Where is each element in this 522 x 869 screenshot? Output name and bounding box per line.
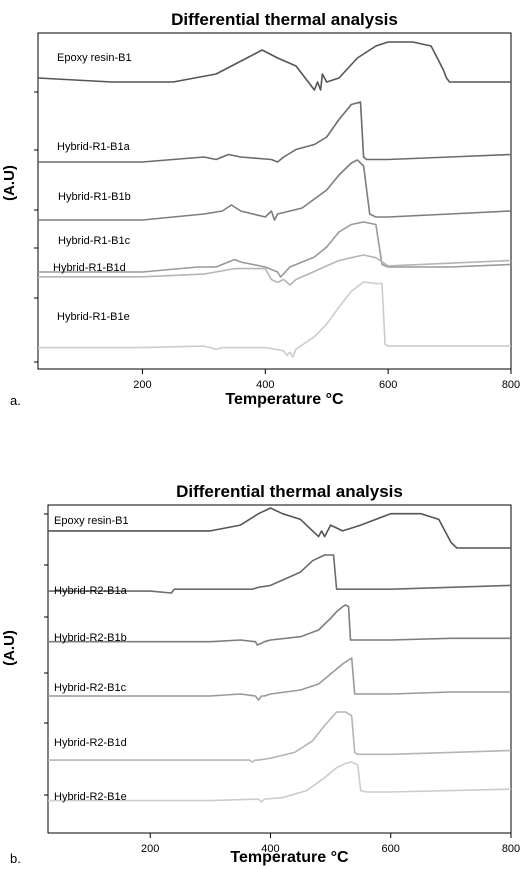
chart1-series-label-2: Hybrid-R2-B1b xyxy=(54,632,127,644)
chart0-series-label-1: Hybrid-R1-B1a xyxy=(57,141,131,153)
chart1-series-line-1 xyxy=(48,554,512,594)
chart0-x-tick-label-2: 600 xyxy=(379,379,397,391)
chart0-x-tick-label-3: 800 xyxy=(502,379,520,391)
chart0-x-tick-label-1: 400 xyxy=(256,379,274,391)
chart1-series-line-0 xyxy=(48,507,511,549)
chart0-series-line-0 xyxy=(37,41,511,91)
chart0-series-label-3: Hybrid-R1-B1c xyxy=(58,235,131,247)
chart0-series-line-2 xyxy=(38,159,512,221)
chart1-series-line-4 xyxy=(48,711,512,763)
chart1-x-tick-label-0: 200 xyxy=(141,843,159,855)
chart0-series-line-4 xyxy=(38,254,512,286)
chart0-plot-frame xyxy=(37,32,512,370)
chart0-series-line-3 xyxy=(38,221,512,278)
chart1-x-tick-label-1: 400 xyxy=(261,843,279,855)
chart0-y-axis-label: (A.U) xyxy=(1,165,18,201)
chart1-series-label-3: Hybrid-R2-B1c xyxy=(54,682,127,694)
chart1-series-label-4: Hybrid-R2-B1d xyxy=(54,737,127,749)
chart1-series-line-2 xyxy=(48,604,511,646)
chart1-y-axis-label: (A.U) xyxy=(1,630,18,666)
chart1-plot-frame xyxy=(47,504,512,834)
chart1-series-label-1: Hybrid-R2-B1a xyxy=(54,585,128,597)
chart1-series-line-5 xyxy=(48,761,512,803)
chart1-title: Differential thermal analysis xyxy=(176,482,403,501)
chart0-series-line-5 xyxy=(38,281,511,358)
chart0-x-axis-label: Temperature °C xyxy=(225,391,344,408)
chart1-series-label-0: Epoxy resin-B1 xyxy=(54,515,129,527)
chart0-series-label-4: Hybrid-R1-B1d xyxy=(53,262,126,274)
chart0-series-line-1 xyxy=(38,101,512,163)
chart0-x-tick-label-0: 200 xyxy=(133,379,151,391)
chart0-series-label-2: Hybrid-R1-B1b xyxy=(58,191,131,203)
chart1-series-label-5: Hybrid-R2-B1e xyxy=(54,791,127,803)
chart0-series-label-5: Hybrid-R1-B1e xyxy=(57,311,130,323)
chart1-x-axis-label: Temperature °C xyxy=(230,849,349,866)
chart0-panel-label: a. xyxy=(10,393,21,408)
chart1-panel-label: b. xyxy=(10,851,21,866)
chart0-title: Differential thermal analysis xyxy=(171,10,398,29)
chart1-series-line-3 xyxy=(48,657,511,701)
chart1-x-tick-label-3: 800 xyxy=(502,843,520,855)
chart1-x-tick-label-2: 600 xyxy=(382,843,400,855)
chart0-series-label-0: Epoxy resin-B1 xyxy=(57,52,132,64)
